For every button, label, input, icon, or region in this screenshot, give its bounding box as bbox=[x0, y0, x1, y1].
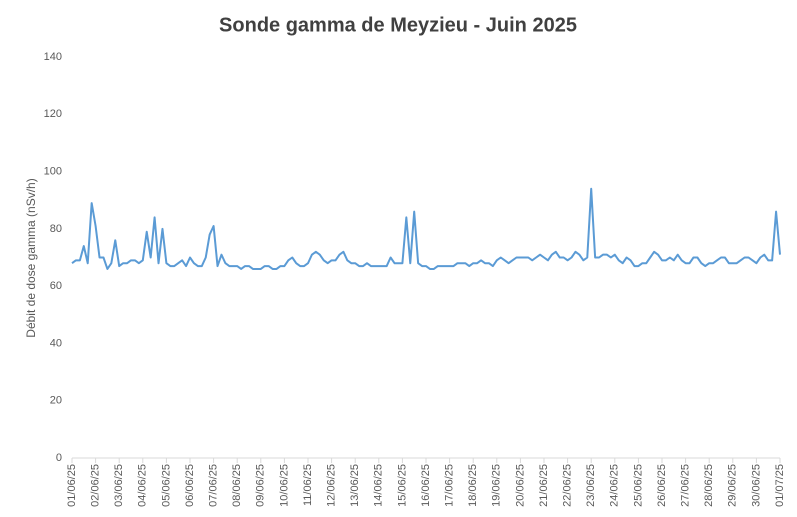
x-tick-label: 10/06/25 bbox=[278, 464, 290, 507]
x-tick-label: 03/06/25 bbox=[113, 464, 125, 507]
x-tick-label: 29/06/25 bbox=[727, 464, 739, 507]
x-tick-label: 08/06/25 bbox=[231, 464, 243, 507]
x-tick-label: 14/06/25 bbox=[373, 464, 385, 507]
x-tick-label: 20/06/25 bbox=[514, 464, 526, 507]
x-tick-label: 04/06/25 bbox=[137, 464, 149, 507]
x-tick-label: 21/06/25 bbox=[538, 464, 550, 507]
x-tick-label: 26/06/25 bbox=[656, 464, 668, 507]
x-tick-label: 12/06/25 bbox=[326, 464, 338, 507]
x-tick-label: 07/06/25 bbox=[208, 464, 220, 507]
y-tick-label: 60 bbox=[50, 280, 62, 292]
y-tick-label: 120 bbox=[44, 108, 62, 120]
x-tick-label: 22/06/25 bbox=[562, 464, 574, 507]
x-tick-label: 27/06/25 bbox=[680, 464, 692, 507]
x-tick-label: 01/07/25 bbox=[774, 464, 786, 507]
x-tick-label: 18/06/25 bbox=[467, 464, 479, 507]
chart-title: Sonde gamma de Meyzieu - Juin 2025 bbox=[219, 14, 577, 36]
x-tick-label: 17/06/25 bbox=[444, 464, 456, 507]
x-tick-label: 19/06/25 bbox=[491, 464, 503, 507]
x-tick-label: 16/06/25 bbox=[420, 464, 432, 507]
x-tick-label: 15/06/25 bbox=[396, 464, 408, 507]
y-tick-label: 100 bbox=[44, 165, 62, 177]
x-tick-label: 11/06/25 bbox=[302, 464, 314, 506]
x-tick-label: 05/06/25 bbox=[160, 464, 172, 507]
x-tick-label: 09/06/25 bbox=[255, 464, 267, 507]
data-line bbox=[71, 187, 781, 270]
y-tick-label: 0 bbox=[56, 452, 62, 464]
x-tick-label: 06/06/25 bbox=[184, 464, 196, 507]
y-tick-label: 20 bbox=[50, 395, 62, 407]
y-tick-label: 80 bbox=[50, 223, 62, 235]
y-axis-label: Débit de dose gamma (nSv/h) bbox=[24, 178, 38, 337]
x-tick-label: 30/06/25 bbox=[750, 464, 762, 507]
x-tick-label: 13/06/25 bbox=[349, 464, 361, 507]
x-tick-label: 25/06/25 bbox=[632, 464, 644, 507]
y-tick-label: 140 bbox=[44, 51, 62, 63]
x-tick-label: 28/06/25 bbox=[703, 464, 715, 507]
y-tick-label: 40 bbox=[50, 337, 62, 349]
x-tick-label: 24/06/25 bbox=[609, 464, 621, 507]
x-tick-label: 23/06/25 bbox=[585, 464, 597, 507]
x-tick-label: 01/06/25 bbox=[66, 464, 78, 507]
x-tick-label: 02/06/25 bbox=[90, 464, 102, 507]
